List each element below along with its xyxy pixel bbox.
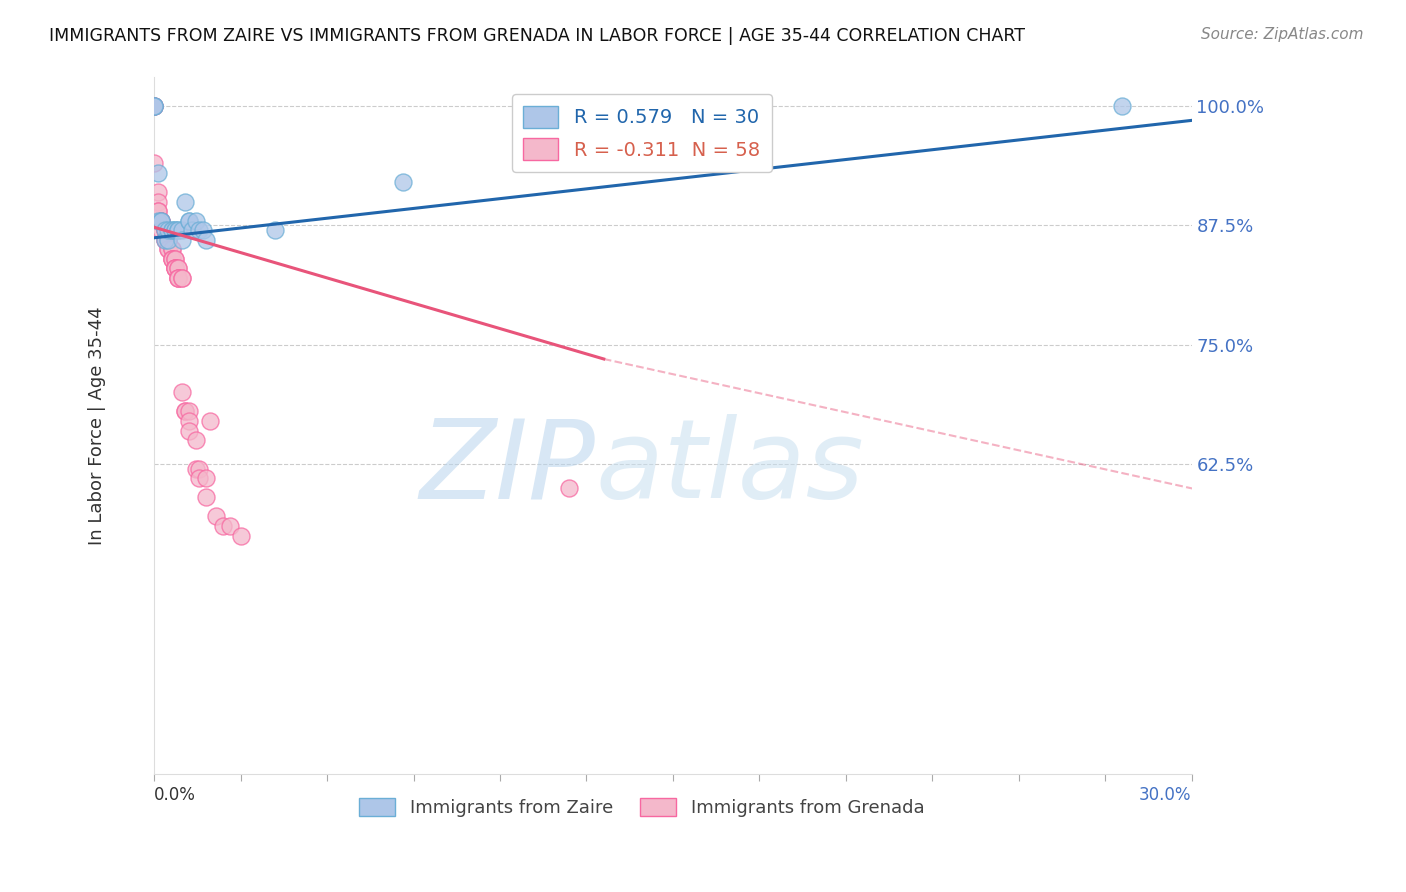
Point xyxy=(163,261,186,276)
Point xyxy=(153,233,176,247)
Point xyxy=(143,99,166,113)
Point xyxy=(177,424,200,438)
Text: atlas: atlas xyxy=(595,414,863,521)
Point xyxy=(195,491,218,505)
Point xyxy=(167,270,190,285)
Text: 0.0%: 0.0% xyxy=(155,786,195,804)
Point xyxy=(264,223,287,237)
Point xyxy=(167,261,190,276)
Point xyxy=(157,242,180,256)
Point xyxy=(153,223,176,237)
Point xyxy=(146,204,169,219)
Point xyxy=(195,233,218,247)
Point xyxy=(163,261,186,276)
Point xyxy=(163,223,186,237)
Point xyxy=(205,509,228,524)
Point xyxy=(1111,99,1133,113)
Point xyxy=(170,385,193,400)
Point xyxy=(143,99,166,113)
Point xyxy=(174,404,197,418)
Point xyxy=(157,233,180,247)
Point xyxy=(167,223,190,237)
Point xyxy=(163,261,186,276)
Point xyxy=(195,471,218,485)
Text: In Labor Force | Age 35-44: In Labor Force | Age 35-44 xyxy=(89,307,107,545)
Point xyxy=(163,252,186,266)
Point xyxy=(177,404,200,418)
Point xyxy=(143,99,166,113)
Point xyxy=(143,99,166,113)
Point xyxy=(198,414,221,428)
Point xyxy=(150,213,173,227)
Point xyxy=(184,461,207,475)
Point xyxy=(167,270,190,285)
Point xyxy=(150,213,173,227)
Point xyxy=(146,166,169,180)
Point xyxy=(153,223,176,237)
Point xyxy=(170,223,193,237)
Point xyxy=(558,481,581,495)
Point xyxy=(160,252,183,266)
Point xyxy=(157,233,180,247)
Point xyxy=(188,223,211,237)
Point xyxy=(392,176,415,190)
Point xyxy=(153,223,176,237)
Point xyxy=(157,233,180,247)
Point xyxy=(229,528,252,542)
Point xyxy=(150,213,173,227)
Text: ZIP: ZIP xyxy=(419,414,595,521)
Point xyxy=(160,242,183,256)
Point xyxy=(153,233,176,247)
Point xyxy=(170,270,193,285)
Point xyxy=(150,213,173,227)
Legend: Immigrants from Zaire, Immigrants from Grenada: Immigrants from Zaire, Immigrants from G… xyxy=(352,790,932,824)
Point xyxy=(160,223,183,237)
Point xyxy=(219,519,242,533)
Point xyxy=(163,252,186,266)
Point xyxy=(163,261,186,276)
Point xyxy=(170,270,193,285)
Point xyxy=(160,252,183,266)
Text: IMMIGRANTS FROM ZAIRE VS IMMIGRANTS FROM GRENADA IN LABOR FORCE | AGE 35-44 CORR: IMMIGRANTS FROM ZAIRE VS IMMIGRANTS FROM… xyxy=(49,27,1025,45)
Point xyxy=(157,242,180,256)
Point xyxy=(146,185,169,199)
Point xyxy=(188,471,211,485)
Point xyxy=(167,270,190,285)
Point xyxy=(184,433,207,447)
Point xyxy=(160,252,183,266)
Point xyxy=(177,414,200,428)
Point xyxy=(160,223,183,237)
Point xyxy=(157,233,180,247)
Point xyxy=(177,213,200,227)
Point xyxy=(181,223,204,237)
Point xyxy=(170,233,193,247)
Point xyxy=(146,204,169,219)
Point xyxy=(184,213,207,227)
Point xyxy=(191,223,214,237)
Point xyxy=(143,156,166,170)
Text: Source: ZipAtlas.com: Source: ZipAtlas.com xyxy=(1201,27,1364,42)
Point xyxy=(153,223,176,237)
Text: 30.0%: 30.0% xyxy=(1139,786,1192,804)
Point xyxy=(212,519,235,533)
Point xyxy=(167,261,190,276)
Point xyxy=(150,223,173,237)
Point xyxy=(174,194,197,209)
Point xyxy=(143,99,166,113)
Point xyxy=(177,213,200,227)
Point xyxy=(150,213,173,227)
Point xyxy=(174,404,197,418)
Point xyxy=(163,223,186,237)
Point xyxy=(146,194,169,209)
Point xyxy=(188,461,211,475)
Point xyxy=(146,213,169,227)
Point xyxy=(157,223,180,237)
Point xyxy=(153,233,176,247)
Point xyxy=(167,223,190,237)
Point xyxy=(143,99,166,113)
Point xyxy=(160,242,183,256)
